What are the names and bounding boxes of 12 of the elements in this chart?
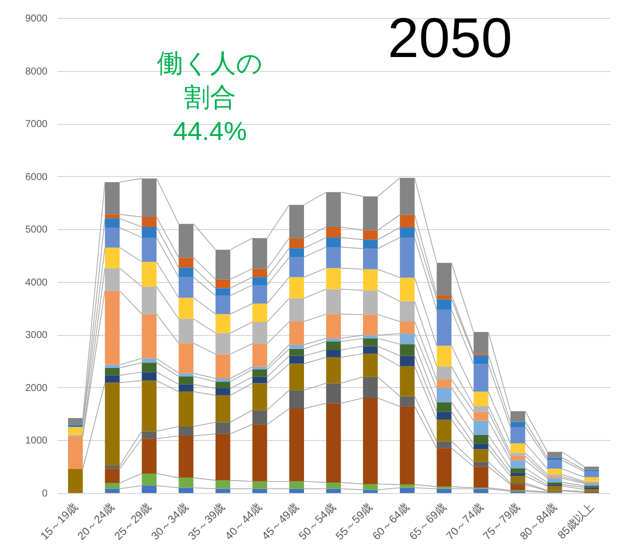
y-tick-label: 8000 bbox=[25, 66, 48, 78]
y-tick-label: 6000 bbox=[25, 172, 48, 183]
y-tick-label: 1000 bbox=[25, 436, 48, 447]
y-tick-label: 9000 bbox=[25, 14, 48, 24]
annotation: 働く人の割合 44.4% bbox=[157, 48, 263, 146]
y-tick-label: 4000 bbox=[25, 277, 48, 288]
y-tick-label: 3000 bbox=[25, 330, 48, 342]
y-tick-label: 7000 bbox=[25, 119, 48, 130]
chart-title: 2050 bbox=[388, 6, 512, 69]
y-tick-label: 0 bbox=[42, 488, 48, 500]
y-tick-label: 5000 bbox=[25, 224, 48, 236]
y-tick-label: 2000 bbox=[25, 382, 48, 394]
